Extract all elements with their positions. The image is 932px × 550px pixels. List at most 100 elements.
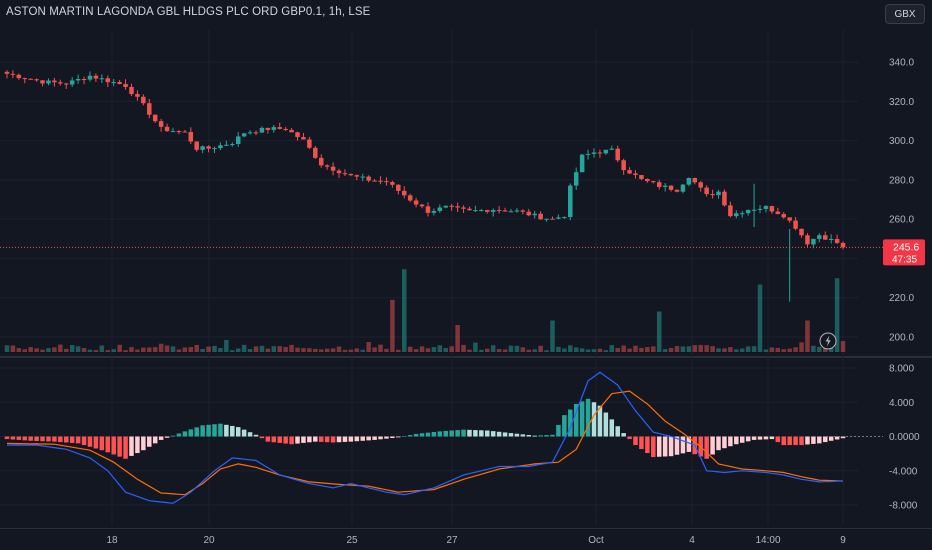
macd-histogram-bar	[194, 427, 199, 437]
macd-histogram-bar	[324, 436, 330, 443]
volume-bar	[734, 349, 739, 352]
macd-histogram-bar	[449, 430, 454, 437]
volume-bar	[514, 345, 520, 352]
volume-bar	[763, 349, 769, 352]
candle-body	[324, 165, 330, 167]
macd-histogram-bar	[259, 436, 265, 439]
candle-body	[372, 180, 377, 182]
currency-button[interactable]: GBX	[885, 4, 925, 24]
time-axis-separator	[0, 528, 932, 529]
volume-bar	[46, 348, 51, 352]
candle-body	[141, 96, 146, 104]
volume-bar	[662, 349, 668, 352]
macd-histogram-bar	[639, 436, 644, 450]
candle-body	[58, 82, 63, 84]
volume-bar	[16, 348, 22, 352]
candle-body	[111, 82, 116, 84]
macd-histogram-bar	[710, 436, 715, 455]
candle-body	[313, 147, 318, 158]
candle-body	[158, 121, 164, 127]
candle-body	[348, 173, 354, 176]
volume-bar	[722, 348, 727, 352]
candle-body	[668, 185, 674, 190]
candle-body	[206, 146, 211, 149]
candle-body	[4, 71, 10, 74]
price-tick-label: 320.0	[889, 97, 914, 108]
macd-histogram-bar	[597, 405, 603, 437]
macd-histogram-bar	[330, 436, 336, 443]
macd-histogram-bar	[396, 436, 401, 438]
macd-histogram	[4, 398, 883, 459]
volume-bar	[200, 348, 205, 352]
volume-bar	[111, 349, 116, 352]
macd-histogram-bar	[769, 436, 775, 440]
time-tick-label: Oct	[588, 535, 604, 546]
macd-histogram-bar	[805, 436, 810, 445]
candle-body	[716, 191, 721, 196]
candle-body	[793, 220, 798, 229]
candle-body	[538, 213, 543, 220]
macd-histogram-bar	[734, 436, 739, 445]
volume-bar	[550, 320, 555, 352]
candle-body	[526, 211, 532, 216]
candle-body	[532, 213, 537, 216]
candle-body	[431, 210, 437, 213]
volume-bar	[218, 348, 223, 352]
grid-lines	[0, 30, 932, 529]
volume-bar	[728, 347, 733, 352]
volume-bar	[817, 346, 822, 352]
candle-body	[200, 146, 205, 150]
volume-bar	[502, 349, 508, 352]
candle-body	[467, 208, 472, 211]
panel-separator	[0, 356, 932, 358]
macd-histogram-bar	[621, 433, 626, 437]
last-price-badge	[883, 239, 925, 266]
candle-body	[378, 180, 383, 182]
candle-body	[176, 131, 182, 133]
macd-histogram-bar	[514, 433, 520, 437]
candle-body	[40, 80, 45, 84]
volume-bar	[318, 349, 324, 352]
volume-bar	[235, 348, 241, 352]
macd-histogram-bar	[93, 436, 99, 449]
volume-bar	[668, 347, 674, 352]
candle-body	[597, 152, 603, 154]
candle-body	[81, 78, 87, 80]
candle-body	[745, 209, 751, 214]
macd-histogram-bar	[212, 424, 217, 437]
volume-bar	[479, 349, 484, 352]
volume-bar	[342, 349, 348, 352]
macd-histogram-bar	[745, 436, 751, 442]
candle-body	[449, 205, 454, 207]
macd-histogram-bar	[16, 436, 22, 440]
candle-body	[662, 185, 668, 187]
candle-body	[508, 211, 514, 213]
candle-body	[645, 179, 650, 182]
volume-bar	[81, 348, 87, 352]
candle-body	[840, 242, 846, 248]
candle-body	[283, 128, 288, 130]
macd-histogram-bar	[342, 436, 348, 442]
volume-bar	[609, 345, 615, 352]
volume-bar	[22, 349, 28, 352]
volume-bar	[289, 344, 294, 352]
lightning-bolt-icon	[825, 335, 831, 347]
volume-bar	[141, 347, 146, 352]
macd-histogram-bar	[81, 436, 87, 446]
volume-bar	[188, 347, 194, 352]
volume-bar	[781, 349, 786, 352]
macd-histogram-bar	[568, 409, 573, 437]
macd-histogram-bar	[69, 436, 75, 443]
macd-histogram-bar	[704, 436, 709, 459]
candle-body	[354, 175, 360, 177]
volume-bar	[372, 347, 377, 352]
candle-body	[817, 235, 822, 239]
volume-bar	[283, 346, 288, 352]
candle-body	[485, 210, 490, 212]
macd-tick-label: -8.000	[889, 501, 918, 512]
volume-bar	[674, 346, 680, 352]
candle-body	[799, 228, 804, 236]
macd-histogram-bar	[461, 429, 466, 437]
volume-bar	[562, 348, 567, 352]
